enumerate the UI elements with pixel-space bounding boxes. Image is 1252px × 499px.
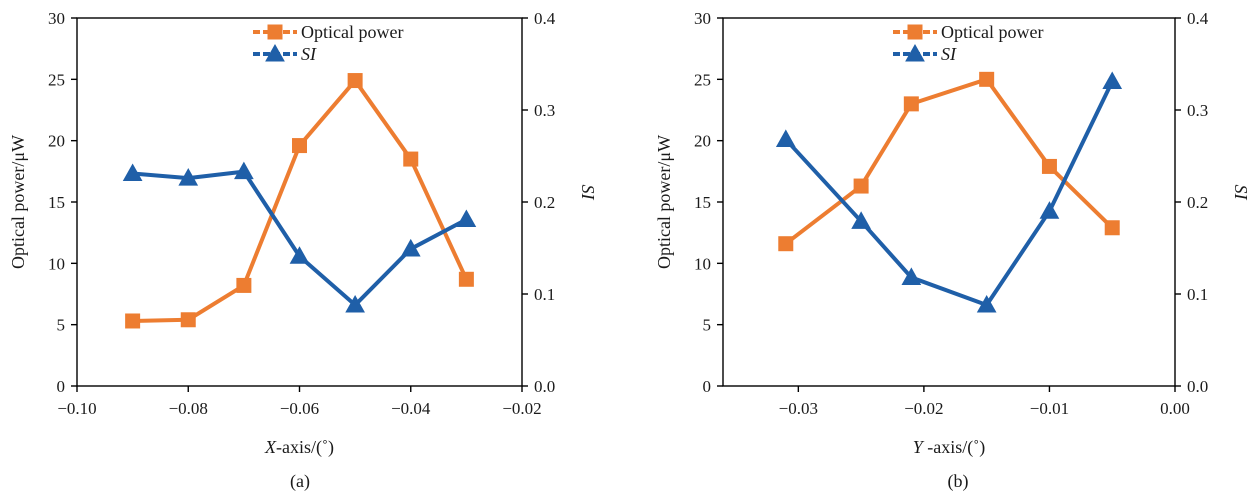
y2-tick-label: 0.0 — [1187, 377, 1208, 396]
series-si — [775, 71, 1123, 313]
y2-tick-label: 0.1 — [534, 285, 555, 304]
x-axis-label-italic: Y — [913, 437, 925, 457]
y-tick-label: 15 — [694, 193, 711, 212]
y-tick-label: 0 — [57, 377, 66, 396]
data-point-square — [1104, 220, 1120, 236]
series-line — [784, 80, 1115, 308]
y-tick-label: 0 — [703, 377, 712, 396]
chart-panel-b: −0.03 −0.02 −0.01 0.00 0 5 10 15 20 25 30 0.0 0.1 0.2… — [654, 9, 1251, 492]
data-point-square — [1041, 158, 1057, 174]
y2-axis-label: SI — [578, 185, 598, 201]
x-tick-label: −0.02 — [502, 399, 541, 418]
y-tick-label: 15 — [48, 193, 65, 212]
y-tick-label: 25 — [48, 70, 65, 89]
legend-label: Optical power — [941, 22, 1043, 42]
legend-label: Optical power — [301, 22, 403, 42]
y2-tick-label: 0.0 — [534, 377, 555, 396]
panel-caption: (a) — [290, 471, 310, 492]
y2-tick-label: 0.3 — [1187, 101, 1208, 120]
x-tick-label: −0.01 — [1030, 399, 1069, 418]
y-tick-label: 30 — [694, 9, 711, 28]
data-point-triangle — [178, 168, 199, 186]
series-optical-power — [778, 71, 1120, 252]
x-axis-label: X-axis/(˚) — [264, 437, 334, 458]
data-point-triangle — [1039, 201, 1060, 219]
series-optical-power — [125, 73, 474, 329]
data-point-square — [236, 277, 252, 293]
y-tick-label: 5 — [703, 316, 712, 335]
y-tick-label: 20 — [694, 132, 711, 151]
x-axis-label: Y -axis/(˚) — [913, 437, 986, 458]
data-point-triangle — [234, 161, 254, 180]
data-point-triangle — [456, 209, 477, 227]
data-point-triangle — [851, 211, 871, 229]
series-si — [122, 161, 477, 313]
y2-tick-label: 0.3 — [534, 101, 555, 120]
x-tick-label: −0.02 — [904, 399, 943, 418]
data-point-triangle — [289, 246, 310, 264]
y-tick-label: 20 — [48, 132, 65, 151]
legend-marker-triangle — [265, 43, 285, 62]
chart-panel-a: −0.10 −0.08 −0.06 −0.04 −0.02 0 5 10 15 20 25 30 0.0… — [8, 9, 598, 492]
data-point-square — [778, 236, 794, 252]
data-point-triangle — [901, 267, 922, 285]
series-line — [132, 169, 468, 308]
y2-tick-label: 0.4 — [1187, 9, 1209, 28]
panel-caption: (b) — [948, 471, 969, 492]
data-point-square — [347, 73, 363, 89]
data-point-square — [903, 96, 919, 112]
y-axis-label: Optical power/μW — [654, 135, 674, 269]
data-point-square — [180, 312, 196, 328]
x-axis-label-rest: -axis/(˚) — [276, 437, 334, 458]
y2-tick-label: 0.1 — [1187, 285, 1208, 304]
y2-tick-label: 0.2 — [534, 193, 555, 212]
data-point-triangle — [345, 295, 365, 313]
data-point-square — [403, 151, 419, 167]
x-tick-label: −0.04 — [391, 399, 431, 418]
y-tick-label: 10 — [694, 254, 711, 273]
y-axis-label: Optical power/μW — [8, 135, 28, 269]
y2-tick-label: 0.2 — [1187, 193, 1208, 212]
x-tick-label: −0.08 — [169, 399, 208, 418]
x-axis-label-rest: -axis/(˚) — [923, 437, 985, 458]
x-tick-label: −0.10 — [57, 399, 96, 418]
data-point-square — [853, 178, 869, 194]
y-tick-label: 30 — [48, 9, 65, 28]
legend-marker-square — [267, 24, 283, 40]
legend-label: SI — [941, 44, 957, 64]
legend-marker-square — [907, 24, 923, 40]
y2-tick-label: 0.4 — [534, 9, 556, 28]
data-point-square — [292, 138, 307, 154]
x-axis-label-italic: X — [264, 437, 277, 457]
legend-label: SI — [301, 44, 317, 64]
y-tick-label: 5 — [57, 316, 66, 335]
data-point-square — [458, 271, 474, 287]
data-point-triangle — [400, 238, 421, 257]
plot-frame — [76, 17, 523, 387]
x-tick-label: 0.00 — [1160, 399, 1190, 418]
series-line — [784, 77, 1114, 246]
plot-frame — [722, 17, 1176, 387]
data-point-triangle — [122, 163, 143, 181]
y-tick-label: 25 — [694, 70, 711, 89]
x-tick-label: −0.03 — [779, 399, 818, 418]
data-point-square — [125, 313, 141, 329]
data-point-triangle — [976, 295, 997, 313]
data-point-triangle — [775, 129, 796, 147]
series-line — [132, 78, 469, 323]
data-point-square — [979, 71, 995, 87]
legend-marker-triangle — [905, 43, 925, 62]
x-tick-label: −0.06 — [280, 399, 319, 418]
y2-axis-label: SI — [1231, 185, 1251, 201]
y-tick-label: 10 — [48, 254, 65, 273]
data-point-triangle — [1102, 71, 1123, 89]
